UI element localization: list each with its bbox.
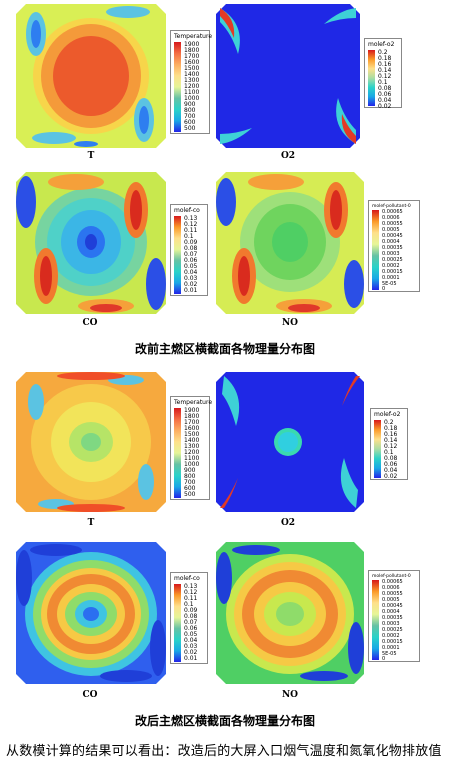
colorbar: [374, 420, 381, 478]
legend-before-T: Temperature 1900 1800 1700 1600 1500 140…: [170, 30, 213, 134]
panel-label: NO: [281, 690, 299, 700]
panel-label: T: [87, 151, 95, 161]
panel-label: T: [87, 518, 95, 528]
figure-caption-before: 改前主燃区横截面各物理量分布图: [134, 342, 315, 356]
body-paragraph: 从数模计算的结果可以看出：改造后的大屏入口烟气温度和氮氧化物排放值: [6, 744, 442, 759]
legend-title: molef-pollutant-0: [372, 574, 411, 579]
legend-after-T: Temperature 1900 1800 1700 1600 1500 140…: [170, 396, 213, 500]
colorbar: [174, 584, 181, 662]
figure-caption-after: 改后主燃区横截面各物理量分布图: [134, 714, 315, 728]
legend-title: molef-pollutant-0: [372, 204, 411, 209]
legend-after-NO: molef-pollutant-0 0.00065 0.0006 0.00055…: [368, 570, 420, 662]
contour-after-co: [16, 542, 166, 684]
legend-before-CO: molef-co 0.13 0.12 0.11 0.1 0.09 0.08 0.…: [170, 204, 208, 296]
panel-label: O2: [280, 518, 296, 528]
contour-after-o2: [216, 372, 364, 512]
panel-before-NO: [216, 172, 364, 314]
colorbar: [174, 408, 181, 498]
contour-after-no: [216, 542, 364, 684]
panel-after-O2: [216, 372, 364, 512]
legend-title: molef-o2: [374, 411, 401, 418]
contour-before-no: [216, 172, 364, 314]
contour-before-o2: [216, 4, 360, 148]
colorbar: [368, 50, 375, 106]
legend-before-NO: molef-pollutant-0 0.00065 0.0006 0.00055…: [368, 200, 420, 292]
legend-title: Temperature: [174, 33, 213, 40]
panel-after-CO: [16, 542, 166, 684]
colorbar: [174, 216, 181, 294]
legend-before-O2: molef-o2 0.2 0.18 0.16 0.14 0.12 0.1 0.0…: [364, 38, 402, 110]
colorbar: [174, 42, 181, 132]
legend-title: molef-co: [174, 575, 200, 582]
panel-before-CO: [16, 172, 166, 314]
colorbar: [372, 210, 379, 290]
panel-before-O2: [216, 4, 360, 148]
panel-label: CO: [82, 690, 98, 700]
contour-after-temperature: [16, 372, 166, 512]
panel-after-NO: [216, 542, 364, 684]
panel-after-T: [16, 372, 166, 512]
legend-after-O2: molef-o2 0.2 0.18 0.16 0.14 0.12 0.1 0.0…: [370, 408, 408, 480]
contour-before-temperature: [16, 4, 166, 148]
legend-title: Temperature: [174, 399, 213, 406]
contour-before-co: [16, 172, 166, 314]
panel-label: CO: [82, 318, 98, 328]
legend-after-CO: molef-co 0.13 0.12 0.11 0.1 0.09 0.08 0.…: [170, 572, 208, 664]
panel-label: O2: [280, 151, 296, 161]
panel-label: NO: [281, 318, 299, 328]
panel-before-T: [16, 4, 166, 148]
legend-title: molef-o2: [368, 41, 395, 48]
colorbar: [372, 580, 379, 660]
legend-title: molef-co: [174, 207, 200, 214]
